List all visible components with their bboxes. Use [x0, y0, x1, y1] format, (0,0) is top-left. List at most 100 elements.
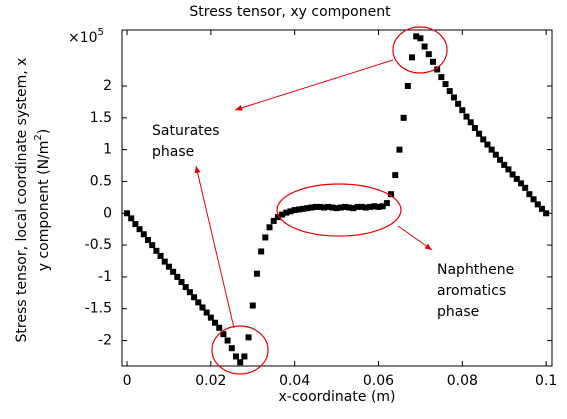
- point: [484, 141, 491, 148]
- point: [249, 302, 256, 309]
- point: [538, 205, 545, 212]
- y-label-sup: 2: [33, 134, 44, 140]
- point: [446, 88, 453, 95]
- point: [488, 146, 495, 153]
- point: [346, 204, 353, 211]
- point: [463, 113, 470, 120]
- point: [362, 204, 369, 211]
- point: [274, 214, 281, 221]
- point: [333, 205, 340, 212]
- x-tick-label: 0: [123, 373, 132, 389]
- point: [329, 204, 336, 211]
- x-tick-label: 0.02: [195, 373, 226, 389]
- point: [396, 146, 403, 153]
- point: [480, 136, 487, 143]
- point: [186, 289, 193, 296]
- y-tick-label: 0.5: [90, 173, 112, 189]
- point: [124, 210, 131, 217]
- point: [178, 279, 185, 285]
- point: [316, 203, 323, 210]
- point: [144, 237, 151, 243]
- point: [517, 180, 524, 187]
- x-tick-label: 0.08: [447, 373, 478, 389]
- point: [153, 247, 160, 254]
- y-tick-label: 1.5: [90, 110, 112, 126]
- point: [199, 304, 206, 311]
- point: [509, 171, 516, 178]
- arrow: [397, 225, 433, 251]
- highlight: [211, 325, 269, 375]
- point: [195, 299, 202, 306]
- arrow: [194, 165, 235, 329]
- point: [291, 207, 298, 214]
- point: [128, 215, 135, 222]
- point: [471, 125, 478, 131]
- point: [476, 130, 483, 137]
- point: [182, 284, 189, 291]
- point: [367, 203, 374, 210]
- point: [220, 331, 227, 338]
- point: [400, 114, 407, 121]
- point: [513, 175, 520, 182]
- point: [149, 242, 156, 249]
- point: [526, 191, 533, 198]
- point: [371, 203, 378, 210]
- point: [224, 337, 231, 344]
- point: [304, 205, 311, 212]
- highlight: [276, 183, 402, 237]
- y-tick-label: -1: [98, 269, 112, 285]
- y-tick-label: -1.5: [85, 301, 112, 317]
- point: [413, 33, 420, 40]
- plot-frame: [121, 29, 553, 367]
- point: [300, 205, 307, 212]
- point: [522, 184, 529, 191]
- point: [350, 205, 357, 212]
- point: [459, 107, 466, 114]
- y-label-part: y component (N/m: [36, 141, 52, 272]
- point: [497, 156, 504, 163]
- y-label-part: ): [36, 129, 52, 134]
- multiplier-base: ×10: [68, 30, 98, 46]
- point: [501, 161, 508, 168]
- point: [170, 268, 177, 275]
- point: [404, 83, 411, 89]
- y-label-line: Stress tensor, local coordinate system, …: [14, 58, 30, 343]
- y-tick-label: 0: [103, 205, 112, 221]
- point: [136, 226, 143, 233]
- point: [421, 43, 428, 50]
- point: [174, 273, 181, 280]
- point: [417, 35, 424, 42]
- point: [337, 204, 344, 211]
- annotation: aromatics: [437, 283, 506, 299]
- y-tick-label: 1: [103, 142, 112, 158]
- point: [216, 324, 223, 331]
- point: [425, 51, 432, 58]
- point: [253, 270, 260, 277]
- highlight: [392, 26, 448, 74]
- x-tick-label: 0.04: [279, 373, 310, 389]
- annotation: Saturates: [152, 123, 220, 139]
- point: [442, 81, 449, 88]
- point: [492, 151, 499, 158]
- annotation: Naphthene: [437, 262, 514, 278]
- point: [203, 309, 210, 316]
- point: [157, 252, 164, 259]
- point: [358, 203, 365, 210]
- arrow: [234, 59, 394, 111]
- x-tick-label: 0.06: [363, 373, 394, 389]
- point: [388, 191, 395, 198]
- point: [191, 294, 198, 301]
- point: [409, 54, 416, 61]
- point: [237, 359, 244, 366]
- point: [132, 221, 139, 228]
- point: [295, 206, 302, 213]
- point: [455, 100, 462, 107]
- point: [245, 334, 252, 341]
- point: [341, 203, 348, 210]
- point: [270, 217, 277, 224]
- point: [450, 94, 457, 101]
- y-label-line: y component (N/m2): [33, 129, 52, 272]
- y-axis-label: Stress tensor, local coordinate system, …: [14, 58, 52, 343]
- point: [434, 66, 441, 73]
